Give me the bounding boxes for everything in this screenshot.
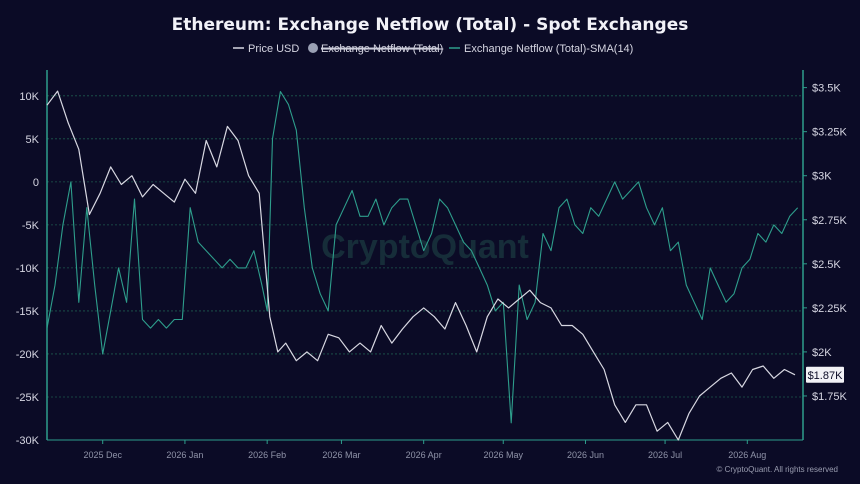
x-tick-label: 2026 Jan	[166, 450, 203, 460]
series-line-price	[46, 90, 796, 441]
x-axis: 2025 Dec 2026 Jan 2026 Feb 2026 Mar 2026 Apr…	[47, 439, 803, 460]
right-tick-label: $1.75K	[812, 391, 848, 403]
legend: Price USD Exchange Netflow (Total) Excha…	[233, 43, 633, 55]
left-tick-label: -10K	[16, 263, 40, 275]
right-tick-label: $3.25K	[812, 127, 848, 139]
right-tick-label: $3K	[812, 171, 832, 183]
legend-item-netflow[interactable]: Exchange Netflow (Total)	[308, 43, 443, 55]
legend-dot-netflow-icon	[308, 43, 318, 53]
left-tick-label: -15K	[16, 306, 40, 318]
x-tick-label: 2026 Apr	[406, 450, 442, 460]
x-tick-label: 2026 May	[483, 450, 523, 460]
x-tick-label: 2026 Jun	[567, 450, 604, 460]
legend-label-netflow: Exchange Netflow (Total)	[321, 43, 443, 55]
current-price-label: $1.87K	[808, 370, 844, 382]
left-tick-label: 5K	[26, 134, 40, 146]
left-tick-label: -20K	[16, 349, 40, 361]
series-line-sma	[46, 90, 799, 424]
copyright: © CryptoQuant. All rights reserved	[717, 465, 839, 474]
left-tick-label: -5K	[22, 220, 40, 232]
left-tick-label: 0	[33, 177, 39, 189]
grid	[47, 95, 803, 441]
right-axis: $3.5K $3.25K $3K $2.75K $2.5K $2.25K $2K $1.75K	[802, 70, 848, 440]
right-tick-label: $2K	[812, 347, 832, 359]
right-tick-label: $2.5K	[812, 259, 841, 271]
x-tick-label: 2026 Jul	[648, 450, 682, 460]
series-layer	[46, 90, 799, 441]
right-tick-label: $2.25K	[812, 303, 848, 315]
left-tick-label: -25K	[16, 392, 40, 404]
chart-title: Ethereum: Exchange Netflow (Total) - Spo…	[172, 15, 689, 35]
x-tick-label: 2025 Dec	[83, 450, 122, 460]
x-tick-label: 2026 Mar	[322, 450, 360, 460]
legend-item-sma[interactable]: Exchange Netflow (Total)-SMA(14)	[449, 43, 633, 55]
legend-item-price[interactable]: Price USD	[233, 43, 299, 55]
current-price-badge: $1.87K	[806, 366, 844, 383]
left-tick-label: 10K	[19, 91, 39, 103]
x-tick-label: 2026 Feb	[248, 450, 286, 460]
current-price-badge-box	[806, 366, 844, 383]
right-tick-label: $2.75K	[812, 215, 848, 227]
right-tick-label: $3.5K	[812, 83, 841, 95]
legend-label-sma: Exchange Netflow (Total)-SMA(14)	[464, 43, 633, 55]
left-tick-label: -30K	[16, 435, 40, 447]
legend-label-price: Price USD	[248, 43, 299, 55]
x-tick-label: 2026 Aug	[728, 450, 766, 460]
left-axis: 10K 5K 0 -5K -10K -15K -20K -25K -30K	[16, 70, 48, 447]
